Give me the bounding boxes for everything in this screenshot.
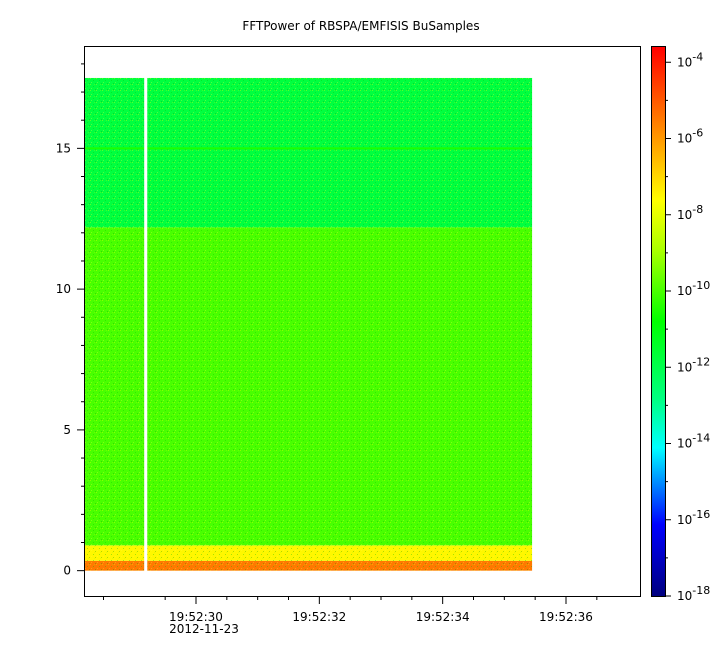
y-tick-label: 15: [56, 141, 71, 155]
colorbar-tick-base: 10: [677, 513, 692, 527]
colorbar-gradient: [652, 47, 665, 596]
colorbar-tick-base: 10: [677, 437, 692, 451]
plot-frame: [84, 46, 641, 597]
colorbar-tick-exponent: -6: [692, 127, 703, 140]
colorbar-tick-label: 10-18: [677, 584, 710, 603]
colorbar-tick-label: 10-16: [677, 508, 710, 527]
colorbar-tick-base: 10: [677, 132, 692, 146]
x-tick-label: 19:52:34: [416, 610, 470, 624]
colorbar-tick-exponent: -12: [692, 355, 710, 368]
y-tick-label: 10: [56, 282, 71, 296]
colorbar-tick-base: 10: [677, 284, 692, 298]
y-tick-label: 5: [63, 423, 71, 437]
colorbar-tick-base: 10: [677, 589, 692, 603]
x-tick-date: 2012-11-23: [169, 622, 239, 636]
x-tick-label: 19:52:30: [169, 610, 223, 624]
x-tick-label: 19:52:32: [292, 610, 346, 624]
spectrogram-data: [85, 76, 533, 572]
colorbar-tick-label: 10-6: [677, 127, 703, 146]
colorbar-tick-label: 10-12: [677, 355, 710, 374]
colorbar-tick-exponent: -18: [692, 584, 710, 597]
y-tick-label: 0: [63, 564, 71, 578]
spectrogram-texture: [85, 77, 533, 571]
y-axis: 0 5 10 15: [56, 63, 85, 578]
colorbar-tick-base: 10: [677, 360, 692, 374]
colorbar-tick-label: 10-10: [677, 279, 710, 298]
data-gap: [144, 76, 148, 572]
chart-title: FFTPower of RBSPA/EMFISIS BuSamples: [242, 19, 479, 33]
colorbar-tick-exponent: -8: [692, 203, 703, 216]
x-tick-label: 19:52:36: [539, 610, 593, 624]
colorbar-tick-exponent: -4: [692, 50, 703, 63]
colorbar-tick-label: 10-8: [677, 203, 703, 222]
colorbar-tick-label: 10-14: [677, 432, 710, 451]
colorbar-frame: [651, 46, 666, 597]
colorbar-tick-label: 10-4: [677, 50, 703, 69]
spectrogram-line-feature: [85, 147, 533, 150]
colorbar-tick-exponent: -10: [692, 279, 710, 292]
colorbar-tick-base: 10: [677, 208, 692, 222]
colorbar-tick-base: 10: [677, 55, 692, 69]
colorbar-tick-exponent: -14: [692, 432, 710, 445]
colorbar-tick-exponent: -16: [692, 508, 710, 521]
